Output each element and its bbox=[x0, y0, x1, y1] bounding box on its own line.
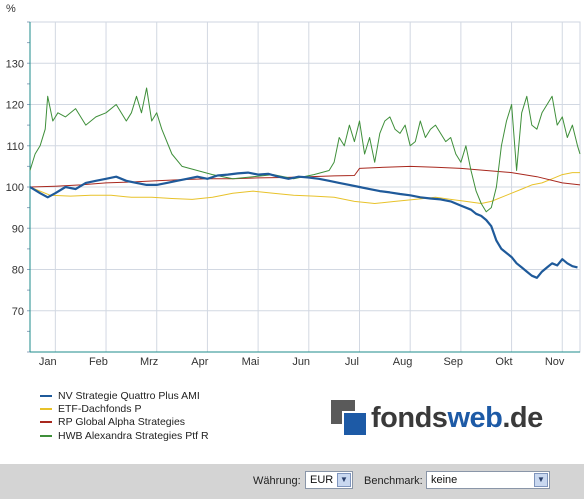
currency-select[interactable]: EUR ▼ bbox=[305, 471, 353, 489]
legend-label: RP Global Alpha Strategies bbox=[58, 416, 186, 429]
y-tick-label: 70 bbox=[12, 306, 24, 318]
x-tick-label: Aug bbox=[393, 356, 413, 368]
currency-label: Währung: bbox=[253, 475, 301, 487]
legend: NV Strategie Quattro Plus AMI ETF-Dachfon… bbox=[40, 389, 209, 442]
series-line-4 bbox=[29, 87, 581, 213]
x-tick-label: Jan bbox=[39, 356, 57, 368]
y-tick-label: 130 bbox=[6, 58, 24, 70]
x-tick-label: Jun bbox=[292, 356, 310, 368]
x-tick-label: Nov bbox=[545, 356, 565, 368]
legend-swatch bbox=[40, 421, 52, 424]
legend-item: RP Global Alpha Strategies bbox=[40, 416, 209, 429]
y-tick-label: 110 bbox=[6, 141, 24, 153]
x-tick-label: Sep bbox=[443, 356, 463, 368]
x-tick-label: Apr bbox=[191, 356, 208, 368]
series-line-2 bbox=[29, 172, 580, 204]
x-tick-label: Feb bbox=[89, 356, 108, 368]
legend-item: NV Strategie Quattro Plus AMI bbox=[40, 389, 209, 402]
footer-bar: Währung: EUR ▼ Benchmark: keine ▼ bbox=[0, 464, 584, 499]
series-line-3 bbox=[29, 165, 581, 188]
benchmark-select[interactable]: keine ▼ bbox=[426, 471, 550, 489]
fondsweb-logo: fondsweb.de bbox=[331, 400, 543, 438]
legend-label: ETF-Dachfonds P bbox=[58, 402, 142, 415]
x-tick-label: Jul bbox=[345, 356, 359, 368]
y-tick-label: 120 bbox=[6, 100, 24, 112]
benchmark-value: keine bbox=[431, 474, 458, 486]
legend-swatch bbox=[40, 394, 52, 397]
y-axis-label: % bbox=[6, 3, 16, 15]
legend-label: HWB Alexandra Strategies Ptf R bbox=[58, 429, 209, 442]
chart: 70 80 90 100 110 120 130% Jan Feb Mrz Apr Mai Jun Jul… bbox=[6, 3, 581, 368]
benchmark-label: Benchmark: bbox=[364, 475, 423, 487]
chevron-down-icon[interactable]: ▼ bbox=[337, 473, 351, 487]
legend-item: HWB Alexandra Strategies Ptf R bbox=[40, 429, 209, 442]
legend-label: NV Strategie Quattro Plus AMI bbox=[58, 389, 200, 402]
y-tick-label: 80 bbox=[12, 265, 24, 277]
legend-swatch bbox=[40, 407, 52, 410]
fondsweb-logo-mark bbox=[331, 400, 369, 438]
y-tick-label: 100 bbox=[6, 182, 24, 194]
x-tick-label: Mai bbox=[242, 356, 260, 368]
currency-value: EUR bbox=[310, 474, 334, 486]
fondsweb-logo-text: fondsweb.de bbox=[371, 402, 543, 434]
chevron-down-icon[interactable]: ▼ bbox=[534, 473, 548, 487]
x-tick-label: Mrz bbox=[140, 356, 158, 368]
series-line-1 bbox=[29, 171, 578, 279]
x-tick-label: Okt bbox=[495, 356, 512, 368]
legend-item: ETF-Dachfonds P bbox=[40, 402, 209, 415]
y-tick-label: 90 bbox=[12, 223, 24, 235]
legend-swatch bbox=[40, 434, 52, 437]
